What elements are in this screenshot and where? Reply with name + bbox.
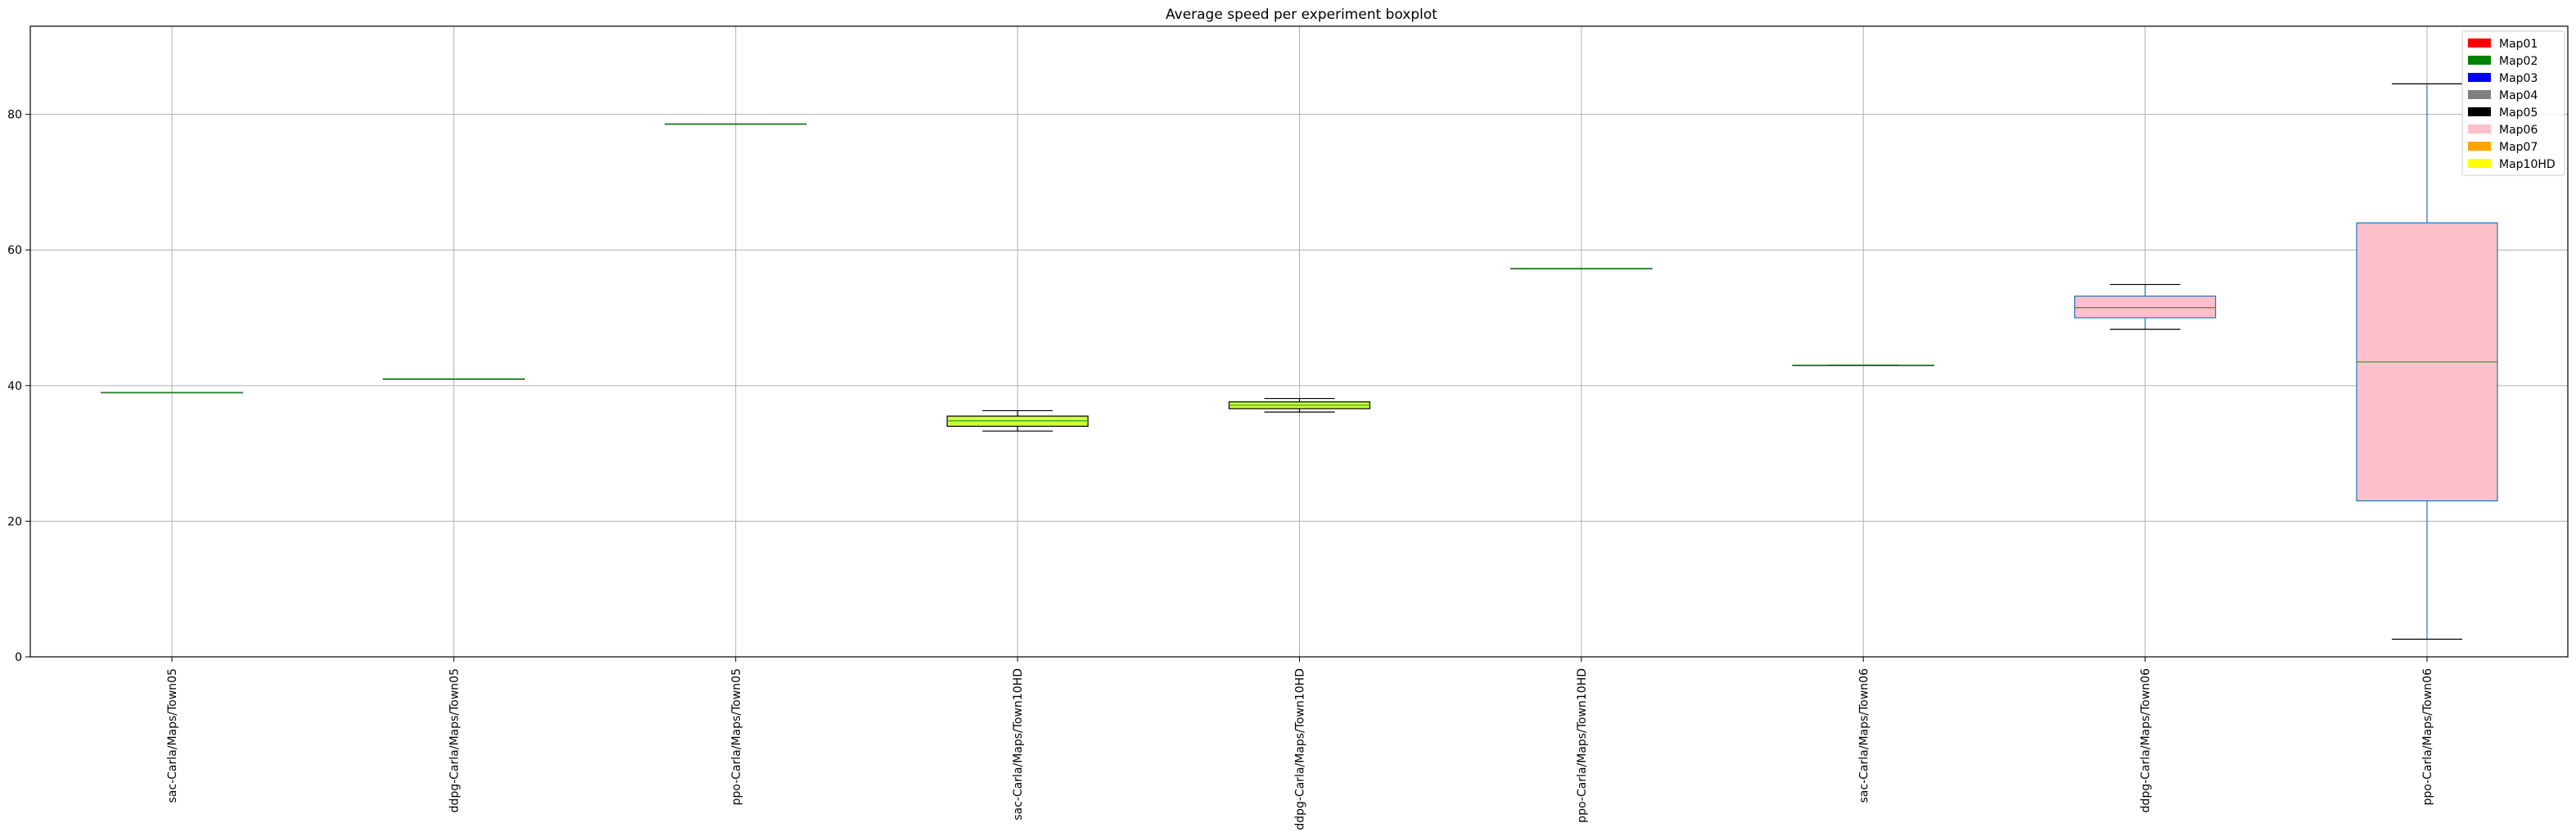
x-tick-label: sac-Carla/Maps/Town05 (166, 668, 179, 803)
y-tick-label: 20 (7, 515, 22, 528)
x-tick-label: ppo-Carla/Maps/Town06 (2421, 668, 2434, 805)
box-8 (2074, 283, 2217, 330)
legend-label: Map02 (2499, 55, 2538, 68)
x-tick-label: sac-Carla/Maps/Town10HD (1012, 668, 1025, 821)
x-tick-label: ppo-Carla/Maps/Town05 (730, 668, 743, 805)
box-7 (1792, 364, 1934, 367)
x-tick-label: ppo-Carla/Maps/Town10HD (1576, 668, 1589, 823)
grid (30, 26, 2568, 658)
legend-swatch (2468, 159, 2491, 168)
legend-label: Map05 (2499, 106, 2538, 120)
box-9 (2356, 83, 2498, 640)
box-2 (382, 378, 525, 380)
legend-frame (2461, 30, 2565, 176)
chart-title: Average speed per experiment boxplot (1166, 7, 1437, 23)
x-axis-ticks: sac-Carla/Maps/Town05 ddpg-Carla/Maps/Tow… (166, 657, 2434, 830)
boxes (101, 83, 2498, 640)
legend-swatch (2468, 142, 2491, 151)
y-axis-ticks: 0 20 40 60 80 (7, 109, 30, 664)
legend: Map01 Map02 Map03 Map04 Map05 Map06 Map07 Map10… (2461, 30, 2565, 176)
y-tick-label: 40 (7, 380, 22, 393)
legend-label: Map04 (2499, 89, 2538, 102)
x-tick-label: ddpg-Carla/Maps/Town05 (448, 668, 461, 812)
legend-label: Map03 (2499, 72, 2538, 85)
box-5 (1228, 397, 1371, 413)
legend-swatch (2468, 56, 2491, 65)
legend-swatch (2468, 107, 2491, 116)
y-tick-label: 60 (7, 244, 22, 257)
x-tick-label: ddpg-Carla/Maps/Town10HD (1294, 668, 1307, 830)
legend-swatch (2468, 124, 2491, 133)
y-tick-label: 0 (15, 651, 22, 664)
legend-swatch (2468, 90, 2491, 99)
legend-label: Map10HD (2499, 158, 2556, 171)
legend-label: Map06 (2499, 124, 2538, 137)
y-tick-label: 80 (7, 109, 22, 122)
x-tick-label: sac-Carla/Maps/Town06 (1857, 668, 1870, 803)
box-1 (101, 391, 243, 394)
legend-label: Map01 (2499, 38, 2538, 51)
iqr-box (2074, 295, 2217, 319)
box-4 (946, 409, 1089, 432)
x-tick-label: ddpg-Carla/Maps/Town06 (2140, 668, 2153, 812)
legend-swatch (2468, 73, 2491, 82)
legend-label: Map07 (2499, 141, 2538, 154)
legend-swatch (2468, 38, 2491, 48)
